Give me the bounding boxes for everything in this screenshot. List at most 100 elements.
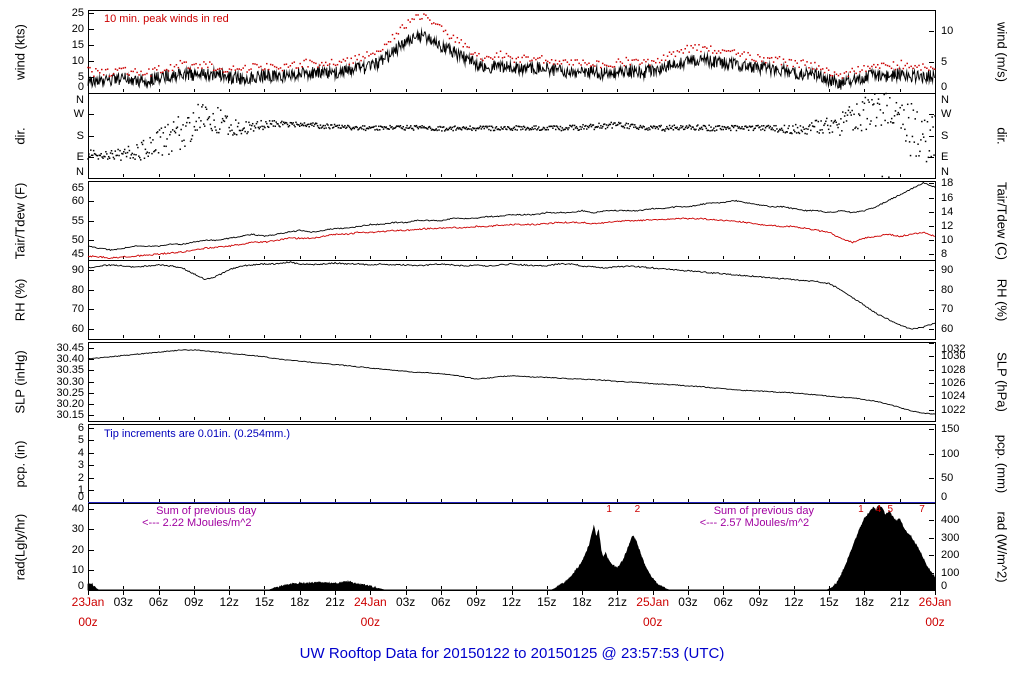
x-tick-label: 06z [713, 595, 733, 609]
y-tick-right-direction: S [941, 129, 949, 142]
y-tick-left-temperature: 60 [71, 194, 84, 207]
y-tick-left-precip: 4 [77, 446, 84, 459]
x-tick-label: 18z [290, 595, 310, 609]
y-tick-right-wind: 10 [941, 24, 954, 37]
y-tick-left-wind: 5 [77, 71, 84, 84]
rad-sum-note-line1: Sum of previous day [713, 505, 814, 517]
x-tick-label: 12z [784, 595, 804, 609]
y-tick-right-pressure: 1024 [941, 390, 966, 403]
x-tick-date-hour: 00z [78, 615, 98, 629]
axis-label-pcp-mm: pcp. (mm) [994, 434, 1010, 493]
x-tick-label: 09z [748, 595, 769, 609]
y-tick-left-precip: 2 [77, 471, 84, 484]
x-tick-label: 18z [854, 595, 875, 609]
x-tick-label: 15z [819, 595, 839, 609]
axis-label-slp-hpa: SLP (hPa) [994, 351, 1010, 412]
axis-label-slp-inhg: SLP (inHg) [12, 349, 28, 414]
y-tick-left-direction: S [76, 129, 84, 142]
axis-label-rad-lgly: rad(Lgly/hr) [12, 513, 28, 580]
y-tick-right-radiation: 0 [941, 580, 948, 592]
axis-label-rh-left: RH (%) [12, 278, 28, 321]
y-tick-left-radiation: 40 [71, 503, 84, 516]
y-tick-right-direction: N [941, 166, 949, 178]
x-tick-label: 21z [325, 595, 345, 609]
rad-sum-note-day1: Sum of previous day <--- 2.22 MJoules/m^… [142, 505, 256, 529]
y-tick-left-wind: 25 [71, 7, 84, 20]
axis-label-dir-left: dir. [12, 126, 28, 145]
rad-sum-note-line2: <--- 2.57 MJoules/m^2 [699, 517, 810, 529]
rad-sum-note-line1: Sum of previous day [156, 505, 257, 517]
y-tick-left-precip: 1 [77, 484, 84, 497]
y-tick-right-temperature: 10 [941, 234, 954, 247]
y-tick-right-radiation: 300 [941, 531, 960, 544]
y-tick-right-direction: W [941, 108, 952, 121]
tip-increment-note: Tip increments are 0.01in. (0.254mm.) [104, 428, 291, 440]
y-tick-left-precip: 0 [77, 491, 84, 503]
x-tick-label: 03z [678, 595, 698, 609]
y-tick-right-wind: 0 [941, 81, 948, 93]
y-tick-right-humidity: 90 [941, 263, 954, 276]
y-tick-left-pressure: 30.40 [56, 352, 84, 365]
y-tick-left-pressure: 30.15 [56, 409, 84, 422]
x-tick-label: 03z [113, 595, 133, 609]
x-tick-date: 24Jan [353, 595, 387, 609]
y-tick-right-humidity: 80 [941, 283, 954, 296]
y-tick-left-pressure: 30.25 [56, 386, 84, 399]
y-tick-left-pressure: 30.35 [56, 364, 84, 377]
y-tick-left-wind: 10 [71, 55, 84, 68]
y-tick-right-temperature: 16 [941, 191, 954, 204]
y-tick-left-humidity: 70 [71, 303, 84, 316]
y-tick-left-precip: 3 [77, 459, 84, 472]
y-tick-left-radiation: 20 [71, 543, 84, 556]
rad-marker: 5 [887, 504, 894, 515]
y-tick-right-precip: 0 [941, 491, 948, 503]
y-tick-left-direction: W [73, 108, 84, 121]
y-tick-left-precip: 5 [77, 434, 84, 447]
axis-label-pcp-in: pcp. (in) [12, 440, 28, 487]
rad-sum-note-line2: <--- 2.22 MJoules/m^2 [142, 517, 252, 529]
y-tick-left-temperature: 55 [71, 214, 84, 227]
y-tick-right-humidity: 60 [941, 323, 954, 336]
x-tick-label: 21z [890, 595, 910, 609]
x-tick-label: 03z [395, 595, 416, 609]
y-tick-left-direction: N [76, 94, 84, 106]
axis-label-tair-c: Tair/Tdew (C) [994, 181, 1010, 260]
y-tick-left-radiation: 10 [71, 563, 84, 576]
y-tick-left-pressure: 30.30 [56, 375, 84, 388]
y-tick-left-wind: 0 [77, 81, 84, 93]
peak-wind-note: 10 min. peak winds in red [104, 13, 229, 25]
y-tick-left-direction: E [76, 150, 84, 163]
y-tick-left-pressure: 30.20 [56, 398, 84, 411]
axis-label-tair-f: Tair/Tdew (F) [12, 182, 28, 259]
y-tick-right-direction: E [941, 150, 949, 163]
x-tick-date: 25Jan [636, 595, 669, 609]
rad-marker: 1 [606, 504, 612, 515]
y-tick-right-pressure: 1022 [941, 403, 966, 416]
x-tick-label: 12z [501, 595, 522, 609]
y-tick-left-radiation: 30 [71, 523, 84, 536]
axis-label-dir-right: dir. [994, 126, 1010, 145]
rad-marker: 2 [634, 504, 641, 515]
axis-label-wind-kts: wind (kts) [12, 23, 28, 80]
y-tick-right-pressure: 1030 [941, 350, 966, 363]
y-tick-right-radiation: 200 [941, 549, 960, 562]
y-tick-right-temperature: 18 [941, 177, 954, 190]
y-tick-left-pressure: 30.45 [56, 341, 84, 354]
y-tick-left-precip: 6 [77, 421, 84, 434]
x-tick-date-hour: 00z [642, 615, 663, 629]
y-tick-right-wind: 5 [941, 55, 948, 68]
y-tick-left-wind: 15 [71, 39, 84, 52]
y-tick-right-precip: 150 [941, 422, 960, 435]
y-tick-right-radiation: 400 [941, 514, 960, 527]
x-tick-label: 15z [537, 595, 557, 609]
x-tick-label: 18z [572, 595, 592, 609]
x-tick-label: 06z [431, 595, 451, 609]
x-tick-date-hour: 00z [360, 615, 380, 629]
y-tick-right-precip: 100 [941, 447, 960, 460]
axis-label-wind-ms: wind (m/s) [994, 21, 1010, 82]
y-tick-left-temperature: 45 [71, 248, 84, 260]
y-tick-left-radiation: 0 [77, 580, 84, 592]
y-tick-left-wind: 20 [71, 23, 84, 36]
